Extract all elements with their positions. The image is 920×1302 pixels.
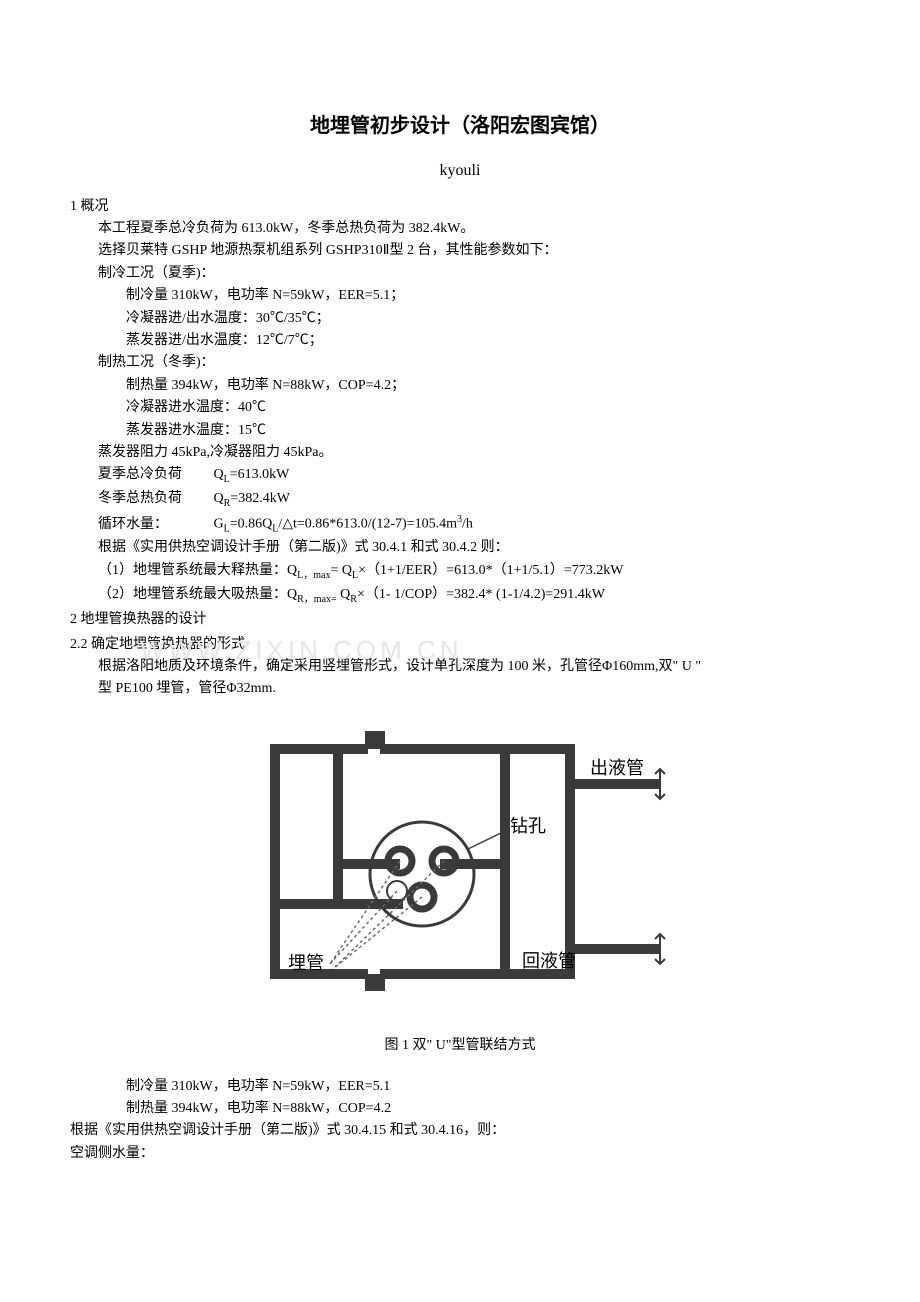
paragraph: 冬季总热负荷 QR=382.4kW [70, 488, 850, 512]
u-tube-diagram: 出液管 钻孔 埋管 回液管 [225, 719, 695, 1009]
section-22-heading: 2.2 确定地埋管换热器的形式 [70, 634, 850, 656]
var: G [214, 517, 224, 532]
paragraph: 制冷量 310kW，电功率 N=59kW，EER=5.1； [70, 285, 850, 307]
paragraph: 制热量 394kW，电功率 N=88kW，COP=4.2； [70, 375, 850, 397]
paragraph: （2）地埋管系统最大吸热量：QR，max= QR×（1- 1/COP）=382.… [70, 584, 850, 608]
page-title: 地埋管初步设计（洛阳宏图宾馆） [70, 110, 850, 142]
author: kyouli [70, 158, 850, 184]
eq: /h [462, 517, 473, 532]
paragraph: 蒸发器阻力 45kPa,冷凝器阻力 45kPa。 [70, 442, 850, 464]
paragraph: 选择贝莱特 GSHP 地源热泵机组系列 GSHP310Ⅱ型 2 台，其性能参数如… [70, 240, 850, 262]
section-2-heading: 2 地埋管换热器的设计 [70, 609, 850, 631]
eq: =613.0kW [230, 467, 290, 482]
label: 夏季总冷负荷 [98, 464, 210, 486]
label: 循环水量： [98, 514, 210, 536]
paragraph: 冷凝器进/出水温度：30℃/35℃； [70, 308, 850, 330]
paragraph: 空调侧水量： [70, 1143, 850, 1165]
paragraph: 夏季总冷负荷 QL=613.0kW [70, 464, 850, 488]
diagram-label-drill: 钻孔 [510, 816, 546, 836]
subscript: R，max= [297, 593, 337, 604]
paragraph: 制热工况（冬季)： [70, 352, 850, 374]
text: ×（1+1/EER）=613.0*（1+1/5.1）=773.2kW [358, 563, 623, 578]
eq: =382.4kW [230, 491, 290, 506]
diagram-label-return: 回液管 [522, 951, 576, 971]
var: Q [214, 467, 224, 482]
diagram-label-out: 出液管 [590, 758, 644, 778]
paragraph: 循环水量： GL=0.86QL/△t=0.86*613.0/(12-7)=105… [70, 512, 850, 537]
paragraph: （1）地埋管系统最大释热量：QL，max= QL×（1+1/EER）=613.0… [70, 560, 850, 584]
var: Q [214, 491, 224, 506]
paragraph: 根据《实用供热空调设计手册（第二版)》式 30.4.15 和式 30.4.16，… [70, 1120, 850, 1142]
text: ×（1- 1/COP）=382.4* (1-1/4.2)=291.4kW [357, 587, 605, 602]
eq: /△t=0.86*613.0/(12-7)=105.4m [278, 517, 457, 532]
label: 冬季总热负荷 [98, 488, 210, 510]
paragraph: 根据《实用供热空调设计手册（第二版)》式 30.4.1 和式 30.4.2 则： [70, 537, 850, 559]
diagram-label-bury: 埋管 [288, 953, 324, 973]
text: = Q [330, 563, 352, 578]
subscript: L，max [297, 570, 330, 581]
paragraph: 冷凝器进水温度：40℃ [70, 397, 850, 419]
paragraph: 本工程夏季总冷负荷为 613.0kW，冬季总热负荷为 382.4kW。 [70, 218, 850, 240]
diagram-figure: 出液管 钻孔 埋管 回液管 [70, 719, 850, 1017]
paragraph: 型 PE100 埋管，管径Φ32mm. [70, 678, 850, 700]
text: （1）地埋管系统最大释热量：Q [98, 563, 297, 578]
paragraph: 根据洛阳地质及环境条件，确定采用竖埋管形式，设计单孔深度为 100 米，孔管径Φ… [70, 656, 850, 678]
subscript: R [350, 593, 357, 604]
paragraph: 蒸发器进/出水温度：12℃/7℃； [70, 330, 850, 352]
section-1-heading: 1 概况 [70, 196, 850, 218]
paragraph: 制冷量 310kW，电功率 N=59kW，EER=5.1 [70, 1076, 850, 1098]
paragraph: 制冷工况（夏季)： [70, 263, 850, 285]
figure-caption: 图 1 双" U"型管联结方式 [70, 1035, 850, 1057]
text: Q [337, 587, 351, 602]
eq: =0.86Q [230, 517, 273, 532]
text: （2）地埋管系统最大吸热量：Q [98, 587, 297, 602]
paragraph: 蒸发器进水温度：15℃ [70, 420, 850, 442]
paragraph: 制热量 394kW，电功率 N=88kW，COP=4.2 [70, 1098, 850, 1120]
